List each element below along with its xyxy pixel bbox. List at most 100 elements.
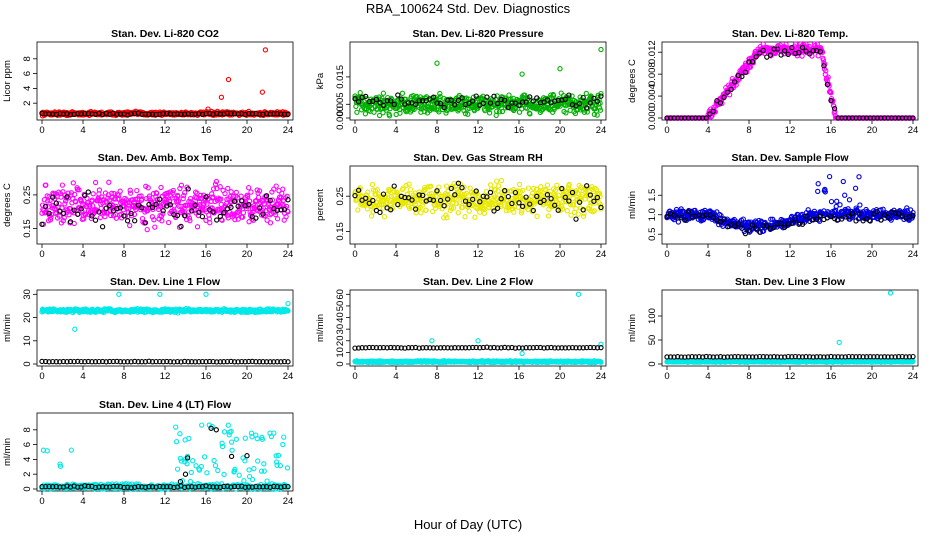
panel-title: Stan. Dev. Line 1 Flow xyxy=(110,276,221,288)
data-point xyxy=(126,206,132,212)
data-point xyxy=(217,213,223,220)
data-point xyxy=(420,202,426,208)
y-axis-label: percent xyxy=(315,189,326,221)
x-tick-label: 16 xyxy=(826,125,837,136)
y-tick-label: 0.004 xyxy=(647,84,658,108)
x-tick-label: 12 xyxy=(785,371,796,382)
data-point xyxy=(459,185,465,191)
y-tick-label: 0.000 xyxy=(647,106,658,130)
data-point xyxy=(178,359,184,365)
data-point xyxy=(420,192,426,199)
data-point xyxy=(470,196,476,203)
x-tick-label: 24 xyxy=(908,371,919,382)
data-point xyxy=(203,291,209,297)
data-point xyxy=(285,300,291,307)
data-point xyxy=(867,218,873,224)
data-point xyxy=(274,111,280,117)
x-tick-label: 12 xyxy=(473,249,484,260)
data-point xyxy=(203,194,209,200)
data-point xyxy=(46,359,52,365)
data-point xyxy=(204,201,210,207)
data-point xyxy=(235,203,241,209)
data-point xyxy=(71,207,77,213)
data-point xyxy=(530,98,536,104)
data-point xyxy=(42,203,49,209)
data-point xyxy=(284,193,290,199)
data-point xyxy=(828,97,834,104)
data-point xyxy=(764,223,770,229)
data-point xyxy=(352,192,358,199)
data-point xyxy=(512,345,519,351)
data-point xyxy=(867,115,873,121)
data-point xyxy=(527,201,533,207)
data-point xyxy=(92,359,99,365)
data-point xyxy=(380,102,387,109)
data-point xyxy=(821,63,827,69)
data-point xyxy=(107,358,113,365)
data-point xyxy=(585,185,591,191)
x-tick-label: 12 xyxy=(785,125,796,136)
data-point xyxy=(146,358,152,364)
data-point xyxy=(675,215,681,221)
x-tick-label: 0 xyxy=(352,371,357,382)
data-point xyxy=(528,204,534,210)
data-point xyxy=(181,111,188,117)
data-point xyxy=(534,95,540,101)
data-point xyxy=(170,187,176,194)
data-point xyxy=(434,60,440,66)
data-point xyxy=(505,345,511,351)
data-point xyxy=(544,345,551,351)
data-point xyxy=(371,109,377,115)
data-point xyxy=(369,181,376,188)
data-point xyxy=(823,68,829,74)
x-tick-label: 8 xyxy=(746,125,751,136)
data-point xyxy=(552,345,558,351)
x-tick-label: 12 xyxy=(160,371,171,382)
data-point xyxy=(760,223,766,229)
data-point xyxy=(192,202,198,208)
data-point xyxy=(587,100,593,106)
panel-title: Stan. Dev. Amb. Box Temp. xyxy=(98,152,233,164)
data-point xyxy=(78,358,84,365)
data-point xyxy=(689,213,695,220)
data-point xyxy=(430,197,437,203)
y-axis-label: ml/min xyxy=(627,191,638,219)
data-point xyxy=(806,51,813,57)
x-tick-label: 4 xyxy=(393,371,398,382)
data-point xyxy=(707,111,713,117)
data-point xyxy=(239,198,245,204)
data-point xyxy=(749,222,756,228)
data-point xyxy=(260,211,266,217)
data-point xyxy=(428,183,434,189)
data-point xyxy=(116,291,122,297)
data-point xyxy=(548,92,554,98)
data-point xyxy=(246,358,252,365)
y-tick-label: 0.005 xyxy=(335,92,346,116)
x-tick-label: 8 xyxy=(434,371,439,382)
data-point xyxy=(253,215,259,221)
data-point xyxy=(405,345,412,351)
data-point xyxy=(874,209,880,215)
data-point xyxy=(575,291,582,297)
data-point xyxy=(70,180,76,186)
data-point xyxy=(459,345,465,351)
data-point xyxy=(789,44,795,51)
data-point xyxy=(391,183,397,189)
data-point xyxy=(598,341,604,347)
data-point xyxy=(58,194,64,200)
data-point xyxy=(584,183,590,189)
x-tick-label: 4 xyxy=(393,249,398,260)
data-point xyxy=(806,43,812,50)
data-point xyxy=(678,215,684,221)
x-tick-label: 12 xyxy=(473,371,484,382)
data-point xyxy=(516,102,522,108)
data-point xyxy=(520,187,526,194)
data-point xyxy=(124,218,131,224)
data-point xyxy=(437,197,444,204)
data-point xyxy=(182,190,188,196)
data-point xyxy=(388,193,395,200)
data-point xyxy=(175,198,182,204)
data-point xyxy=(562,345,568,351)
data-point xyxy=(881,115,888,121)
data-point xyxy=(231,198,238,204)
